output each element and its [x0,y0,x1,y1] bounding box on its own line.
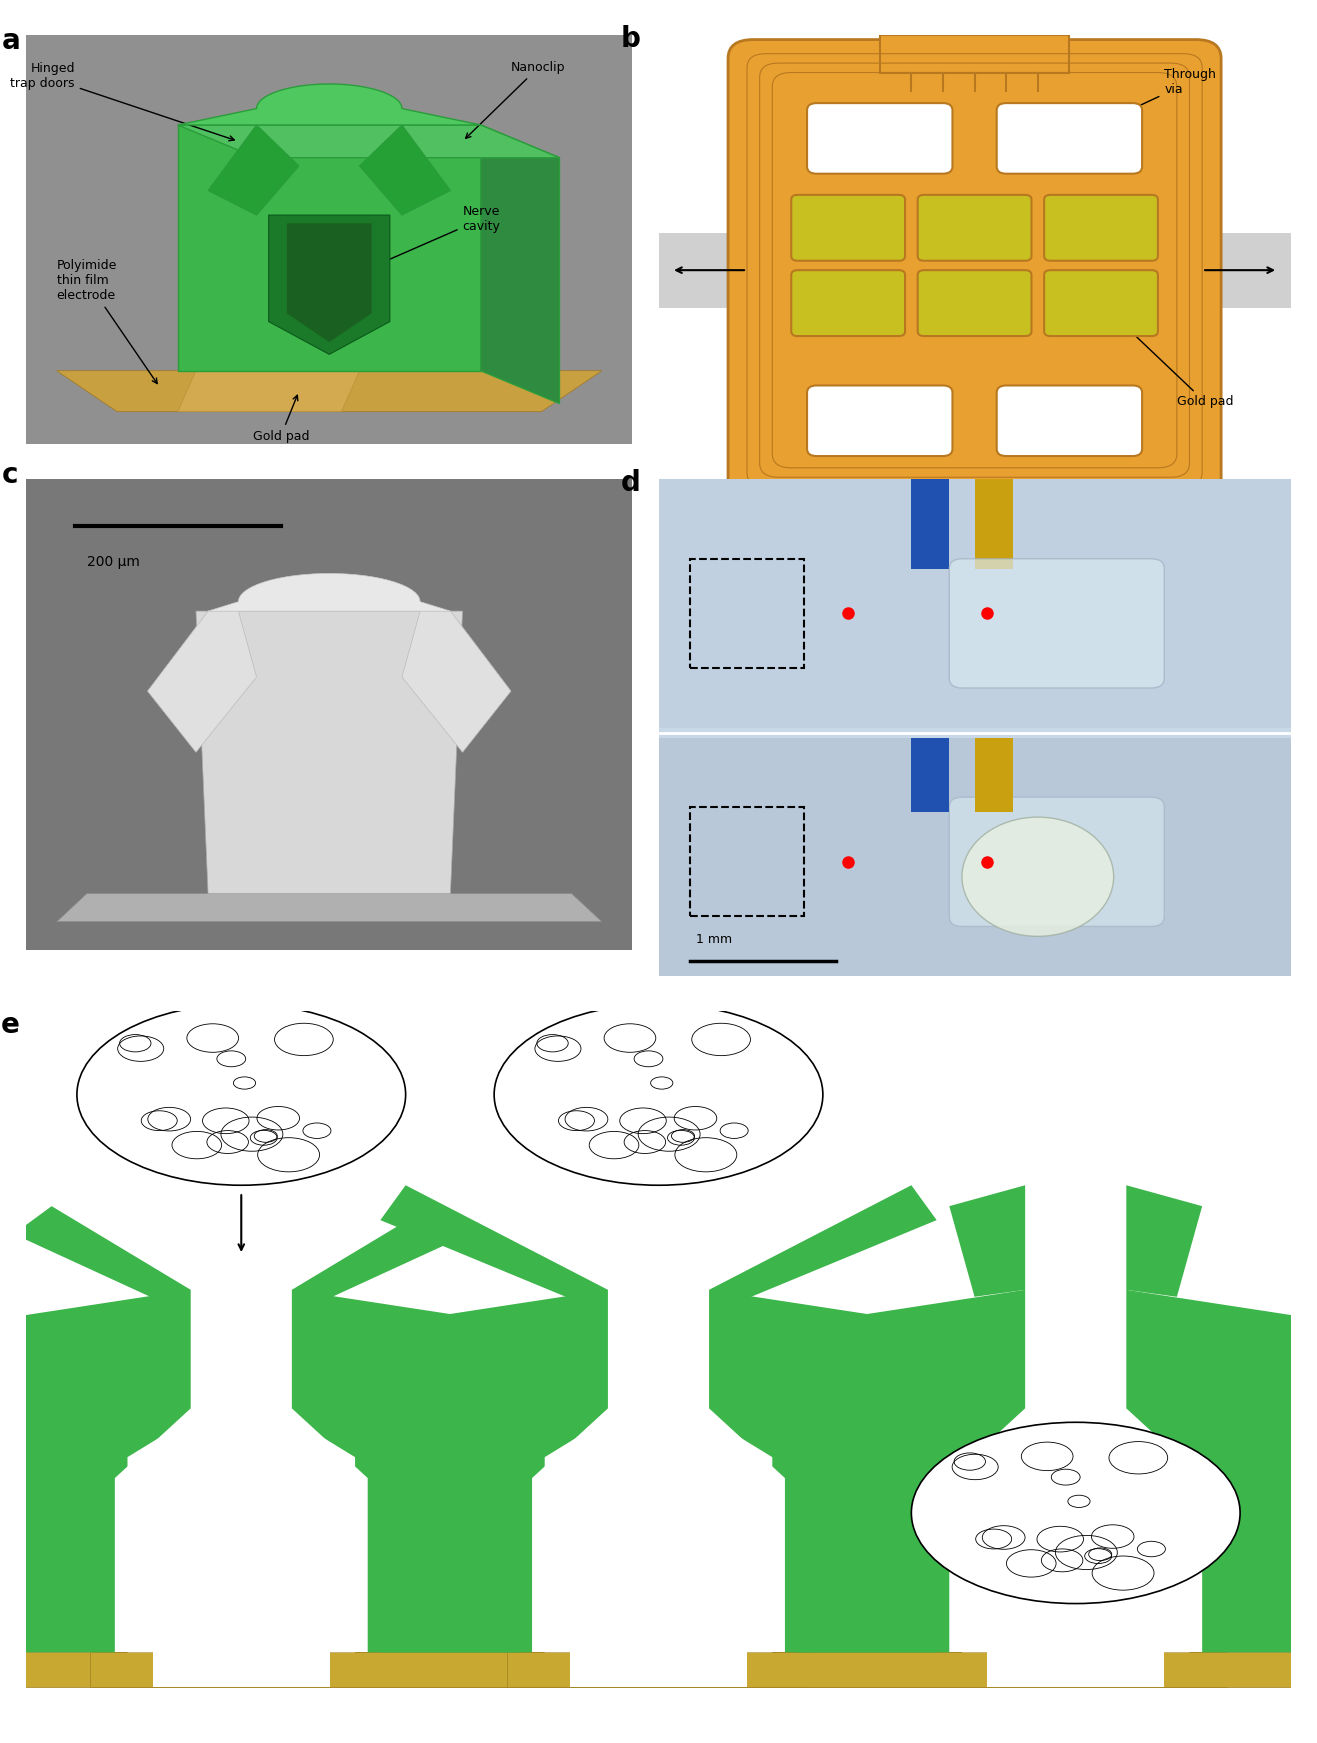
FancyBboxPatch shape [950,560,1164,688]
FancyBboxPatch shape [997,103,1142,174]
FancyBboxPatch shape [950,797,1164,927]
Polygon shape [381,1185,608,1304]
Polygon shape [360,125,450,214]
Bar [690,560,803,668]
Text: e: e [1,1011,20,1039]
Text: Gold pad: Gold pad [1104,307,1234,408]
Polygon shape [13,1206,191,1304]
FancyBboxPatch shape [792,195,905,261]
Polygon shape [292,1290,519,1652]
Bar [153,1652,329,1687]
Polygon shape [208,125,299,214]
Bar [988,1652,1164,1687]
Polygon shape [545,1387,772,1652]
Text: Polyimide
thin film
electrode: Polyimide thin film electrode [57,260,157,383]
Polygon shape [178,84,481,125]
Polygon shape [178,125,560,159]
Polygon shape [178,371,360,411]
FancyBboxPatch shape [1044,270,1158,336]
Polygon shape [961,1387,1189,1652]
Text: 200 μm: 200 μm [87,554,140,568]
Bar [911,737,950,812]
FancyBboxPatch shape [728,40,1221,500]
Circle shape [494,1004,823,1185]
Bar [570,1652,747,1687]
Bar [975,737,1013,812]
Polygon shape [196,612,462,894]
Polygon shape [57,371,602,411]
Polygon shape [709,1185,936,1304]
FancyBboxPatch shape [807,103,952,174]
Bar [880,35,1069,73]
Bar [911,479,950,568]
Circle shape [76,1004,406,1185]
Bar [507,1652,1317,1687]
Text: a: a [3,26,21,54]
Polygon shape [798,1290,1025,1652]
Polygon shape [381,1290,608,1652]
Polygon shape [1126,1290,1317,1652]
FancyBboxPatch shape [918,195,1031,261]
FancyBboxPatch shape [1044,195,1158,261]
Bar [658,479,1291,729]
Polygon shape [402,612,511,753]
Polygon shape [178,125,481,371]
Bar [658,232,772,309]
Bar [90,1652,1227,1687]
Text: c: c [3,460,18,488]
Text: d: d [620,469,640,497]
Polygon shape [292,1206,469,1304]
FancyBboxPatch shape [792,270,905,336]
Text: Gold pad: Gold pad [253,396,309,443]
Text: Nerve
cavity: Nerve cavity [363,206,500,270]
Text: Nanoclip: Nanoclip [466,61,565,138]
Polygon shape [148,612,257,753]
Bar [658,737,1291,976]
Polygon shape [57,894,602,922]
Polygon shape [1126,1185,1202,1297]
Polygon shape [0,1290,191,1652]
Text: Hinged
trap doors: Hinged trap doors [11,61,234,141]
FancyBboxPatch shape [997,385,1142,457]
Polygon shape [128,1387,356,1652]
Polygon shape [287,223,371,342]
Bar [975,479,1013,568]
Polygon shape [481,125,560,404]
Polygon shape [269,214,390,354]
Polygon shape [950,1185,1025,1297]
Circle shape [911,1422,1241,1604]
Text: 100 μm: 100 μm [913,488,960,500]
Bar [0,1652,810,1687]
Polygon shape [208,573,450,612]
Polygon shape [709,1290,936,1652]
Text: b: b [620,26,640,54]
Text: 1 mm: 1 mm [697,933,732,946]
Bar [1177,232,1291,309]
Circle shape [961,817,1114,936]
FancyBboxPatch shape [807,385,952,457]
FancyBboxPatch shape [918,270,1031,336]
Bar [690,807,803,917]
Text: Through
via: Through via [1073,68,1216,136]
